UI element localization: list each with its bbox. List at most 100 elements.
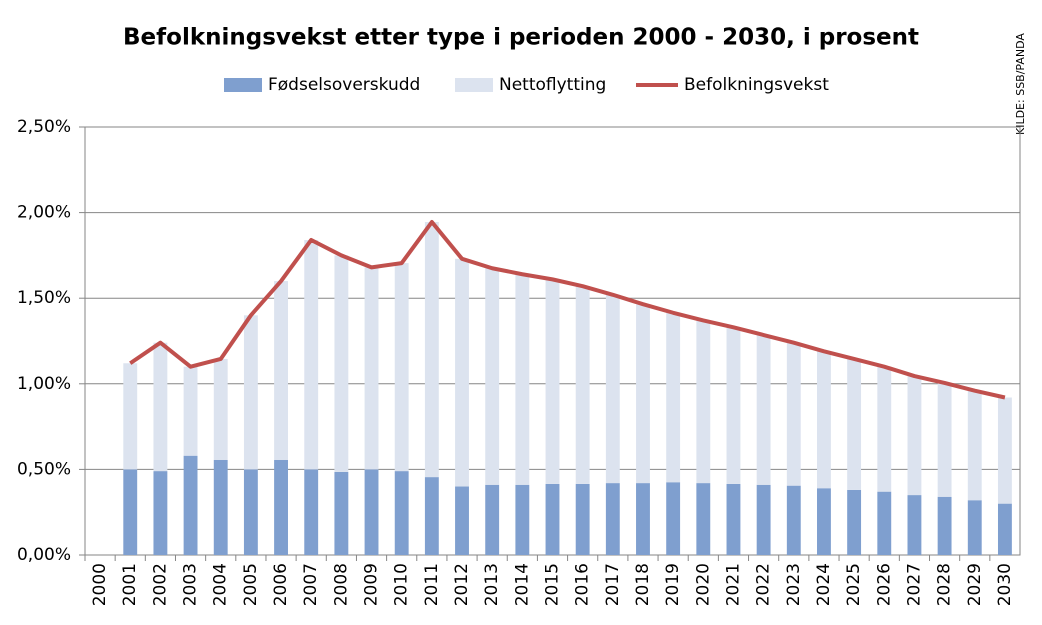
bar <box>575 286 590 484</box>
bar <box>907 495 922 555</box>
x-tick-label: 2029 <box>965 563 985 606</box>
bar <box>424 222 439 478</box>
bar <box>847 358 862 490</box>
x-tick-label: 2027 <box>904 563 924 606</box>
bar <box>636 483 650 555</box>
x-tick-label: 2030 <box>995 563 1015 606</box>
legend-swatch <box>224 78 262 92</box>
line <box>129 220 1006 400</box>
bar <box>515 484 530 555</box>
x-tick-label: 2012 <box>452 563 472 606</box>
x-tick-label: 2023 <box>784 563 804 606</box>
x-tick-label: 2022 <box>754 563 774 606</box>
bar <box>274 459 288 555</box>
bar <box>364 267 379 470</box>
bar <box>756 335 771 485</box>
x-tick-label: 2019 <box>663 563 683 606</box>
legend-label: Fødselsoverskudd <box>268 75 420 95</box>
bar <box>786 485 801 555</box>
bar <box>877 491 892 555</box>
bar <box>967 390 982 501</box>
bar <box>485 268 500 485</box>
bar <box>243 315 258 470</box>
bar <box>545 279 560 484</box>
x-tick-label: 2013 <box>482 563 502 606</box>
x-tick-label: 2008 <box>331 563 351 606</box>
bar <box>243 469 258 555</box>
y-tick-label: 2,00% <box>17 203 71 223</box>
bar <box>364 469 379 555</box>
bar <box>183 366 198 456</box>
bar <box>545 483 560 555</box>
bar <box>696 483 711 555</box>
bar <box>575 483 590 555</box>
bar <box>123 363 138 470</box>
bar <box>726 327 741 484</box>
bar <box>153 471 168 555</box>
bar <box>213 459 228 555</box>
x-tick-label: 2020 <box>693 563 713 606</box>
x-tick-label: 2011 <box>422 563 442 606</box>
x-tick-label: 2026 <box>874 563 894 606</box>
bar <box>726 483 741 555</box>
bar <box>394 471 409 555</box>
bar <box>937 382 952 497</box>
bar <box>605 294 620 484</box>
bar <box>455 258 469 487</box>
y-tick-label: 0,50% <box>17 459 71 479</box>
legend-swatch <box>455 78 493 92</box>
bar <box>847 489 862 555</box>
legend-label: Befolkningsvekst <box>684 75 829 95</box>
x-tick-label: 2007 <box>301 563 321 606</box>
x-tick-label: 2004 <box>211 563 231 606</box>
bar <box>817 351 831 489</box>
bar <box>153 342 168 472</box>
chart-title: Befolkningsvekst etter type i perioden 2… <box>123 25 919 51</box>
bar <box>485 484 500 555</box>
bar <box>756 484 771 555</box>
bar <box>997 503 1012 555</box>
x-tick-label: 2017 <box>603 563 623 606</box>
x-tick-label: 2009 <box>362 563 382 606</box>
bar <box>636 304 650 484</box>
bar <box>666 312 681 483</box>
bar <box>304 469 319 555</box>
bar <box>515 274 530 485</box>
x-tick-label: 2024 <box>814 563 834 606</box>
bar <box>937 496 952 555</box>
x-tick-label: 2002 <box>150 563 170 606</box>
bar <box>877 366 892 492</box>
bar <box>334 255 349 472</box>
bar <box>274 281 288 460</box>
bar <box>455 486 469 555</box>
bar <box>334 471 349 555</box>
x-tick-label: 2015 <box>543 563 563 606</box>
bar <box>817 488 831 555</box>
bar <box>183 455 198 555</box>
y-tick-label: 1,50% <box>17 288 71 308</box>
bar <box>394 263 409 472</box>
legend-label: Nettoflytting <box>499 75 606 95</box>
bar <box>997 397 1012 504</box>
x-tick-label: 2003 <box>181 563 201 606</box>
bar <box>123 469 138 555</box>
y-tick-label: 1,00% <box>17 374 71 394</box>
x-tick-label: 2001 <box>120 563 140 606</box>
x-tick-label: 2005 <box>241 563 261 606</box>
x-tick-label: 2028 <box>935 563 955 606</box>
bar <box>967 500 982 555</box>
x-tick-label: 2025 <box>844 563 864 606</box>
x-tick-label: 2018 <box>633 563 653 606</box>
x-tick-label: 2010 <box>392 563 412 606</box>
x-tick-label: 2014 <box>512 563 532 606</box>
bar <box>666 482 681 555</box>
bar <box>605 483 620 555</box>
bar <box>424 477 439 555</box>
bar <box>304 239 319 470</box>
x-tick-label: 2000 <box>90 563 110 606</box>
x-tick-label: 2006 <box>271 563 291 606</box>
y-tick-label: 2,50% <box>17 117 71 137</box>
x-tick-label: 2016 <box>573 563 593 606</box>
x-tick-label: 2021 <box>723 563 743 606</box>
